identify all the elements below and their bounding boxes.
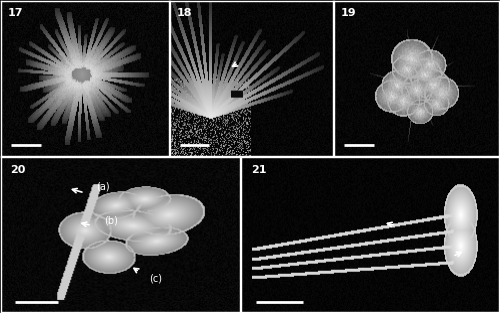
Text: 17: 17	[8, 8, 23, 18]
Text: (c): (c)	[149, 273, 162, 283]
Text: 19: 19	[340, 8, 356, 18]
Text: 21: 21	[252, 165, 267, 175]
Text: 20: 20	[10, 165, 26, 175]
Text: (a): (a)	[96, 182, 110, 192]
Text: (b): (b)	[104, 216, 118, 226]
Text: 18: 18	[176, 8, 192, 18]
